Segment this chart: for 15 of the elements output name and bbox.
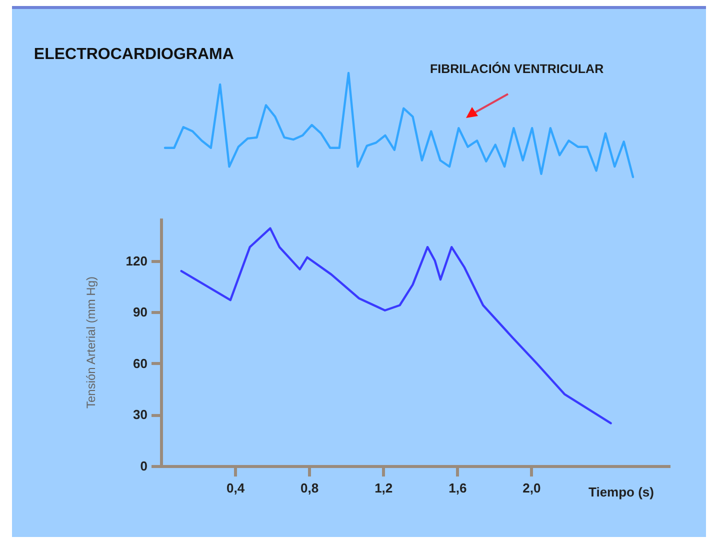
x-tick-label: 0,8 [300,480,319,496]
line-series [180,227,612,424]
x-tick-label: 0,4 [226,480,246,496]
y-tick-label: 0 [140,458,148,474]
x-tick-label: 1,6 [448,480,467,496]
y-tick-label: 120 [126,253,148,268]
y-axis-title: Tensión Arterial (mm Hg) [84,276,98,409]
x-tick-label: 1,2 [374,480,393,496]
x-axis-title: Tiempo (s) [588,484,654,500]
y-tick-label: 60 [133,356,148,371]
x-tick-label: 2,0 [522,480,541,496]
y-tick-label: 30 [133,407,148,422]
chart-title: ELECTROCARDIOGRAMA [34,46,234,63]
y-tick-label: 90 [133,304,148,320]
annotation: FIBRILACIÓN VENTRICULAR [430,62,604,76]
